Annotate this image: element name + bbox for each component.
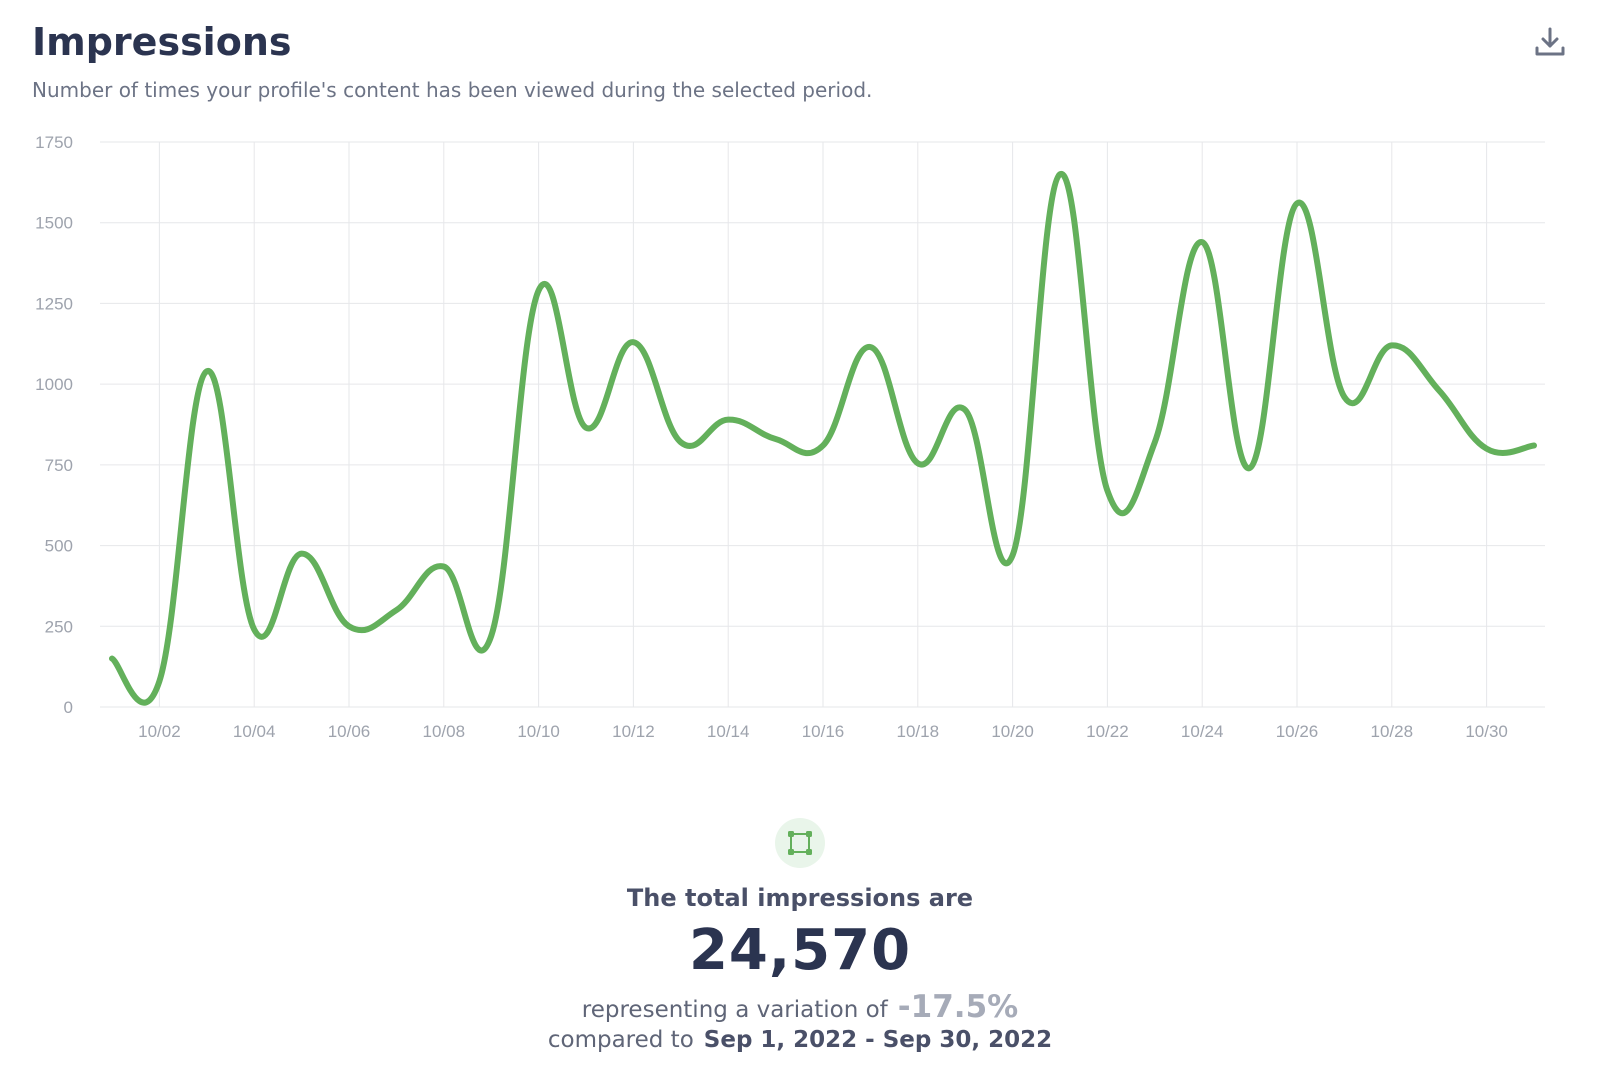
variation-line: representing a variation of -17.5% <box>0 989 1600 1025</box>
compare-range: Sep 1, 2022 - Sep 30, 2022 <box>703 1027 1053 1053</box>
x-tick-label: 10/28 <box>1371 722 1414 741</box>
y-tick-label: 1750 <box>35 133 73 152</box>
x-tick-label: 10/20 <box>991 722 1034 741</box>
y-tick-label: 0 <box>64 698 73 717</box>
x-tick-label: 10/26 <box>1276 722 1319 741</box>
y-tick-label: 500 <box>45 537 73 556</box>
x-tick-label: 10/22 <box>1086 722 1129 741</box>
download-button[interactable] <box>1532 24 1568 60</box>
variation-prefix: representing a variation of <box>581 997 888 1023</box>
total-label: The total impressions are <box>626 884 974 912</box>
impressions-series-line <box>109 171 1537 706</box>
x-tick-label: 10/16 <box>802 722 845 741</box>
x-tick-label: 10/30 <box>1465 722 1508 741</box>
x-tick-label: 10/06 <box>328 722 371 741</box>
x-tick-label: 10/18 <box>897 722 940 741</box>
x-tick-label: 10/08 <box>423 722 466 741</box>
total-value: 24,570 <box>688 918 912 983</box>
compare-prefix: compared to <box>547 1027 694 1053</box>
y-tick-label: 250 <box>45 617 73 636</box>
x-tick-label: 10/10 <box>517 722 560 741</box>
y-tick-label: 1500 <box>35 214 73 233</box>
x-tick-label: 10/12 <box>612 722 655 741</box>
variation-value: -17.5% <box>897 989 1019 1025</box>
frame-icon <box>775 818 825 868</box>
x-tick-label: 10/02 <box>138 722 181 741</box>
impressions-chart: 0 250 500 750 1000 1250 1500 1750 10/02 10/04 10/0… <box>35 133 1545 741</box>
x-tick-label: 10/14 <box>707 722 750 741</box>
y-tick-label: 1000 <box>35 375 73 394</box>
chart-subtitle: Number of times your profile's content h… <box>32 78 873 102</box>
download-icon <box>1535 27 1565 56</box>
summary-panel: The total impressions are 24,570 represe… <box>0 818 1600 1053</box>
x-tick-label: 10/04 <box>233 722 276 741</box>
x-tick-label: 10/24 <box>1181 722 1224 741</box>
compare-line: compared to Sep 1, 2022 - Sep 30, 2022 <box>0 1027 1600 1053</box>
y-tick-label: 750 <box>45 456 73 475</box>
chart-title: Impressions <box>32 20 292 64</box>
y-tick-label: 1250 <box>35 294 73 313</box>
